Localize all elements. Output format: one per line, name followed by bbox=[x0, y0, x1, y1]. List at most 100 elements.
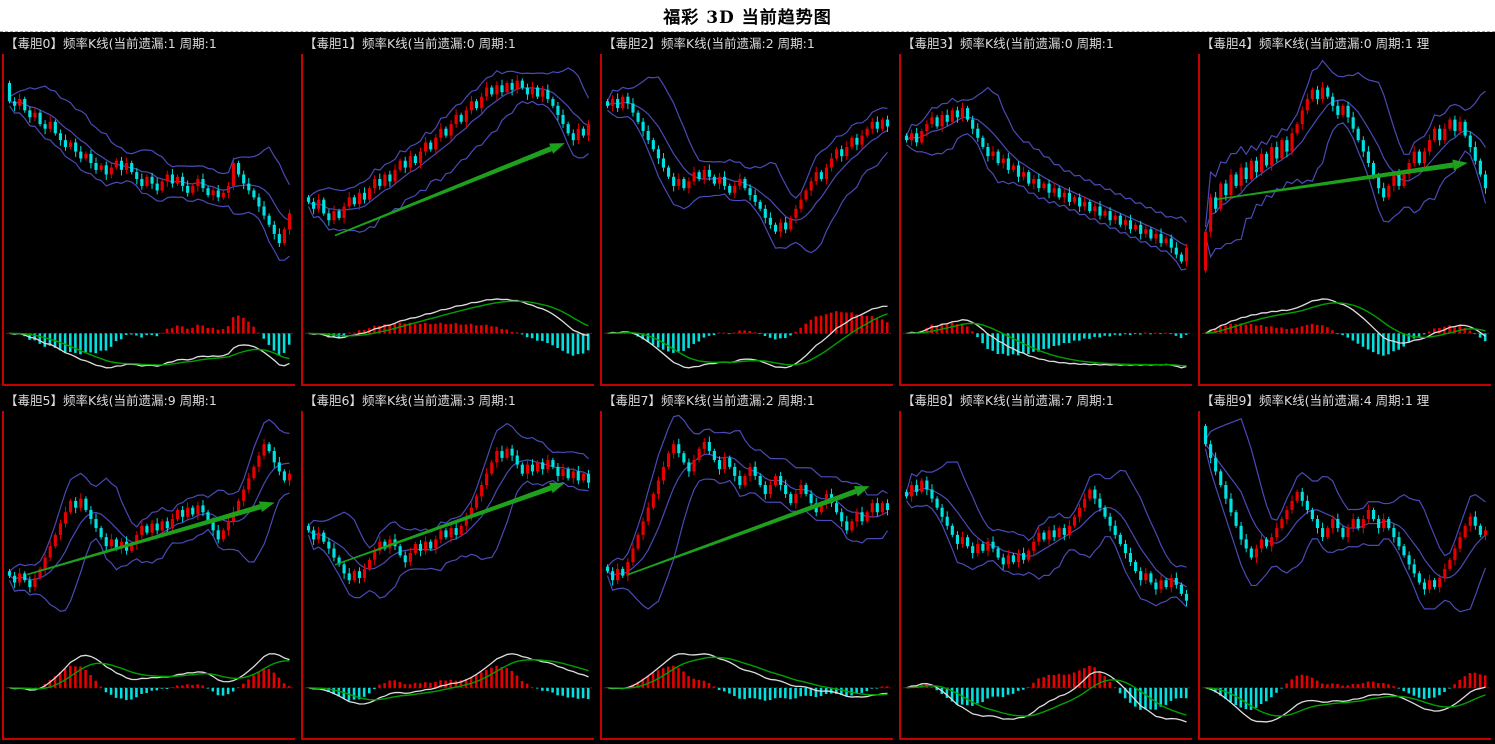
bollinger-middle-line bbox=[308, 459, 589, 570]
kline-chart bbox=[899, 54, 1192, 386]
bollinger-upper-line bbox=[9, 418, 290, 572]
macd-histogram bbox=[605, 311, 889, 353]
candles bbox=[306, 75, 591, 226]
candles bbox=[1203, 82, 1488, 273]
bollinger-upper-line bbox=[905, 86, 1187, 223]
dea-line bbox=[9, 660, 290, 690]
dif-line bbox=[1205, 686, 1486, 723]
bollinger-middle-line bbox=[607, 453, 888, 577]
bollinger-upper-line bbox=[308, 422, 589, 549]
bollinger-bands bbox=[1204, 417, 1487, 613]
macd-histogram bbox=[1203, 323, 1487, 356]
dif-line bbox=[308, 298, 589, 339]
bollinger-lower-line bbox=[1204, 448, 1487, 613]
panel-title: 【毒胆8】频率K线(当前遗漏:7 周期:1 bbox=[902, 393, 1114, 408]
macd-indicator bbox=[603, 305, 892, 369]
chart-panel-dudan5: 【毒胆5】频率K线(当前遗漏:9 周期:1 bbox=[0, 389, 299, 743]
macd-histogram bbox=[306, 665, 590, 701]
chart-panel-dudan7: 【毒胆7】频率K线(当前遗漏:2 周期:1 bbox=[598, 389, 897, 743]
chart-panel-dudan8: 【毒胆8】频率K线(当前遗漏:7 周期:1 bbox=[897, 389, 1196, 743]
macd-histogram bbox=[306, 322, 590, 356]
macd-indicator bbox=[902, 319, 1191, 369]
dif-line bbox=[607, 305, 888, 369]
bollinger-lower-line bbox=[307, 479, 589, 599]
dea-line bbox=[1205, 302, 1486, 339]
macd-indicator bbox=[902, 665, 1191, 723]
kline-chart bbox=[600, 54, 893, 386]
macd-indicator bbox=[5, 653, 294, 701]
bollinger-lower-line bbox=[9, 105, 290, 261]
trend-arrow bbox=[1217, 159, 1468, 200]
dea-line bbox=[308, 300, 589, 337]
candles bbox=[7, 80, 292, 247]
kline-chart bbox=[2, 54, 295, 386]
chart-panel-dudan4: 【毒胆4】频率K线(当前遗漏:0 周期:1 理 bbox=[1196, 32, 1495, 389]
bollinger-bands bbox=[905, 86, 1187, 271]
bollinger-upper-line bbox=[9, 85, 291, 186]
bollinger-middle-line bbox=[308, 86, 589, 212]
kline-chart bbox=[600, 411, 893, 740]
panel-title: 【毒胆3】频率K线(当前遗漏:0 周期:1 bbox=[902, 36, 1114, 51]
kline-chart bbox=[2, 411, 295, 740]
bollinger-bands bbox=[8, 418, 290, 612]
bollinger-upper-line bbox=[606, 76, 888, 199]
trend-arrow bbox=[627, 486, 870, 576]
dif-line bbox=[308, 653, 589, 705]
panel-title: 【毒胆1】频率K线(当前遗漏:0 周期:1 bbox=[304, 36, 516, 51]
candles bbox=[605, 92, 890, 238]
bollinger-bands bbox=[606, 414, 888, 610]
bollinger-lower-line bbox=[906, 500, 1187, 608]
bollinger-bands bbox=[9, 85, 291, 261]
bollinger-lower-line bbox=[906, 133, 1187, 271]
bollinger-middle-line bbox=[9, 100, 290, 222]
dif-line bbox=[9, 653, 290, 691]
chart-panel-dudan1: 【毒胆1】频率K线(当前遗漏:0 周期:1 bbox=[299, 32, 598, 389]
bollinger-lower-line bbox=[1204, 122, 1487, 259]
dea-line bbox=[607, 656, 888, 696]
candles bbox=[904, 476, 1189, 607]
trend-arrow bbox=[27, 501, 275, 576]
chart-panel-dudan2: 【毒胆2】频率K线(当前遗漏:2 周期:1 bbox=[598, 32, 897, 389]
bollinger-middle-line bbox=[906, 116, 1187, 247]
dea-line bbox=[9, 332, 290, 366]
panel-title: 【毒胆4】频率K线(当前遗漏:0 周期:1 理 bbox=[1201, 36, 1430, 51]
candles bbox=[7, 438, 292, 593]
chart-panel-dudan6: 【毒胆6】频率K线(当前遗漏:3 周期:1 bbox=[299, 389, 598, 743]
macd-histogram bbox=[1203, 672, 1487, 710]
chart-panel-dudan9: 【毒胆9】频率K线(当前遗漏:4 周期:1 理 bbox=[1196, 389, 1495, 743]
bollinger-middle-line bbox=[906, 487, 1187, 588]
macd-histogram bbox=[7, 665, 291, 701]
dea-line bbox=[308, 659, 589, 701]
macd-indicator bbox=[304, 298, 593, 356]
dea-line bbox=[906, 679, 1187, 717]
panel-title: 【毒胆6】频率K线(当前遗漏:3 周期:1 bbox=[304, 393, 516, 408]
panel-title: 【毒胆2】频率K线(当前遗漏:2 周期:1 bbox=[603, 36, 815, 51]
dea-line bbox=[906, 322, 1187, 367]
panel-title: 【毒胆7】频率K线(当前遗漏:2 周期:1 bbox=[603, 393, 815, 408]
kline-chart bbox=[301, 54, 594, 386]
bollinger-lower-line bbox=[606, 478, 888, 610]
macd-indicator bbox=[5, 315, 294, 369]
bollinger-bands bbox=[307, 67, 590, 233]
bollinger-upper-line bbox=[905, 461, 1187, 568]
page-title: 福彩 3D 当前趋势图 bbox=[663, 8, 832, 28]
macd-histogram bbox=[605, 665, 889, 701]
kline-chart bbox=[301, 411, 594, 740]
bollinger-bands bbox=[905, 461, 1187, 608]
dea-line bbox=[607, 313, 888, 366]
bollinger-bands bbox=[1204, 59, 1487, 259]
dea-line bbox=[1205, 687, 1486, 717]
macd-indicator bbox=[1201, 298, 1490, 356]
macd-indicator bbox=[304, 653, 593, 705]
macd-indicator bbox=[603, 653, 892, 701]
trend-arrow bbox=[334, 482, 565, 566]
dif-line bbox=[906, 671, 1187, 723]
bollinger-upper-line bbox=[308, 67, 590, 198]
chart-panel-grid: 【毒胆0】频率K线(当前遗漏:1 周期:1 【毒胆1】频率K线(当前遗漏:0 周… bbox=[0, 32, 1495, 743]
dif-line bbox=[607, 653, 888, 698]
macd-histogram bbox=[7, 315, 291, 356]
page-header: 福彩 3D 当前趋势图 bbox=[0, 0, 1495, 32]
bollinger-upper-line bbox=[1205, 417, 1486, 557]
chart-panel-dudan3: 【毒胆3】频率K线(当前遗漏:0 周期:1 bbox=[897, 32, 1196, 389]
